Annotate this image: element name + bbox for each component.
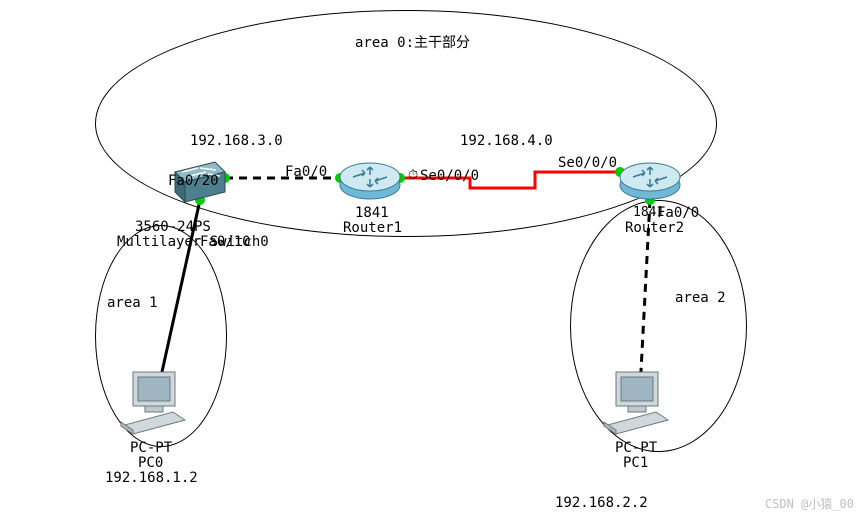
router1-port-se000: Se0/0/0 — [420, 168, 479, 184]
subnet-left-label: 192.168.3.0 — [190, 133, 283, 149]
network-diagram: { "areas": { "a0": {"label":"area 0:主干部分… — [0, 0, 866, 520]
switch-name-label: Multilayer Switch0 — [117, 234, 269, 250]
subnet-right-label: 192.168.4.0 — [460, 133, 553, 149]
pc0-model-label: PC-PT — [130, 440, 172, 456]
router2-port-se000: Se0/0/0 — [558, 155, 617, 171]
router2-icon — [615, 155, 685, 203]
router1-model-label: 1841 — [355, 205, 389, 221]
router1-port-fa00: Fa0/0 — [285, 164, 327, 180]
switch-port-fa020: Fa0/20 — [168, 173, 219, 189]
pc1-ip-label: 192.168.2.2 — [555, 495, 648, 511]
pc1-name-label: PC1 — [623, 455, 648, 471]
watermark-label: CSDN @小猿_00 — [765, 495, 854, 512]
router1-clock-icon: ⏱ — [408, 168, 418, 183]
router1-icon — [335, 155, 405, 203]
pc0-icon — [115, 370, 190, 435]
router2-model-label: 1841 — [633, 205, 664, 220]
area-0-label: area 0:主干部分 — [355, 32, 470, 52]
pc0-name-label: PC0 — [138, 455, 163, 471]
pc1-icon — [598, 370, 673, 435]
pc1-model-label: PC-PT — [615, 440, 657, 456]
area-1-label: area 1 — [107, 295, 158, 311]
switch-model-label: 3560-24PS — [135, 219, 211, 235]
router1-name-label: Router1 — [343, 220, 402, 236]
pc0-ip-label: 192.168.1.2 — [105, 470, 198, 486]
router2-name-label: Router2 — [625, 220, 684, 236]
area-2-label: area 2 — [675, 290, 726, 306]
